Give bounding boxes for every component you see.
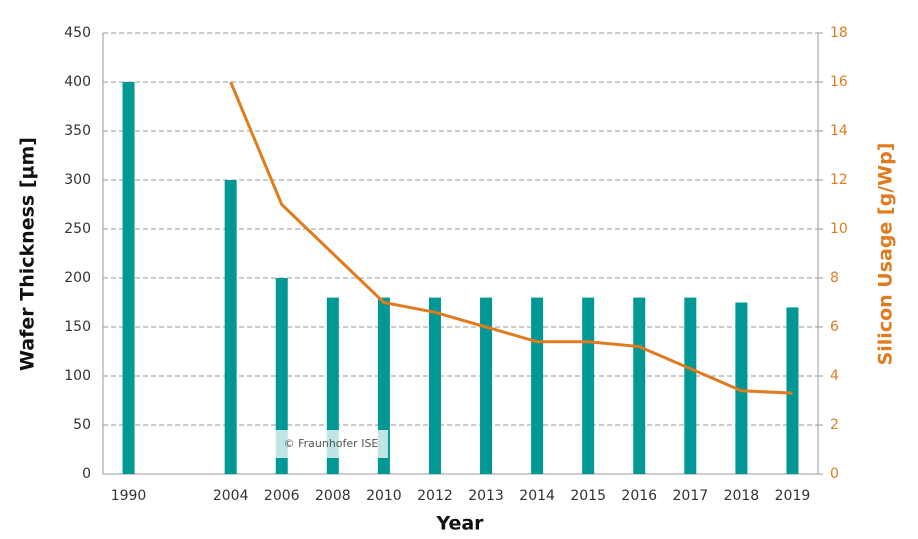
x-tick-label: 2018	[724, 488, 760, 504]
y2-tick-label: 6	[830, 319, 839, 335]
x-tick-label: 2013	[468, 488, 504, 504]
x-tick-label: 2006	[264, 488, 300, 504]
y2-tick-label: 8	[830, 270, 839, 286]
y-tick-label: 200	[64, 270, 91, 286]
y2-tick-label: 16	[830, 74, 848, 90]
bar	[275, 278, 288, 474]
y-tick-label: 450	[64, 25, 91, 41]
watermark-box	[275, 430, 388, 458]
y-tick-label: 100	[64, 368, 91, 384]
x-tick-label: 1990	[111, 488, 147, 504]
y-axis-title: Wafer Thickness [µm]	[17, 137, 39, 371]
y2-tick-label: 14	[830, 123, 848, 139]
bar	[224, 180, 237, 474]
x-tick-label: 2016	[621, 488, 657, 504]
bar	[582, 297, 595, 474]
y2-tick-label: 4	[830, 368, 839, 384]
bar	[531, 297, 544, 474]
bar	[633, 297, 646, 474]
watermark: © Fraunhofer ISE	[284, 437, 379, 450]
bar	[122, 82, 135, 474]
bar	[684, 297, 697, 474]
y2-tick-label: 10	[830, 221, 848, 237]
x-tick-label: 2008	[315, 488, 351, 504]
x-tick-label: 2014	[519, 488, 555, 504]
bar	[480, 297, 493, 474]
x-tick-label: 2019	[775, 488, 811, 504]
y2-tick-label: 18	[830, 25, 848, 41]
y-tick-label: 50	[73, 417, 91, 433]
y2-tick-label: 2	[830, 417, 839, 433]
x-tick-label: 2012	[417, 488, 453, 504]
y-tick-label: 350	[64, 123, 91, 139]
x-tick-label: 2015	[570, 488, 606, 504]
x-tick-label: 2017	[673, 488, 709, 504]
y2-tick-label: 12	[830, 172, 848, 188]
x-tick-label: 2004	[213, 488, 249, 504]
bar	[428, 297, 441, 474]
bar	[786, 307, 799, 474]
bar	[377, 297, 390, 474]
y-tick-label: 150	[64, 319, 91, 335]
y-tick-label: 400	[64, 74, 91, 90]
y-tick-label: 300	[64, 172, 91, 188]
x-axis-title: Year	[435, 513, 484, 535]
bar	[735, 302, 748, 474]
bar	[326, 297, 339, 474]
y-tick-label: 250	[64, 221, 91, 237]
y-tick-label: 0	[82, 466, 91, 482]
line	[229, 81, 793, 395]
y2-tick-label: 0	[830, 466, 839, 482]
y2-axis-title: Silicon Usage [g/Wp]	[875, 143, 897, 366]
x-tick-label: 2010	[366, 488, 402, 504]
